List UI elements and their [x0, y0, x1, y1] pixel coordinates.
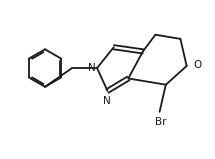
Text: N: N — [88, 63, 96, 73]
Text: Br: Br — [155, 117, 166, 127]
Text: N: N — [103, 96, 110, 106]
Text: O: O — [193, 60, 201, 70]
